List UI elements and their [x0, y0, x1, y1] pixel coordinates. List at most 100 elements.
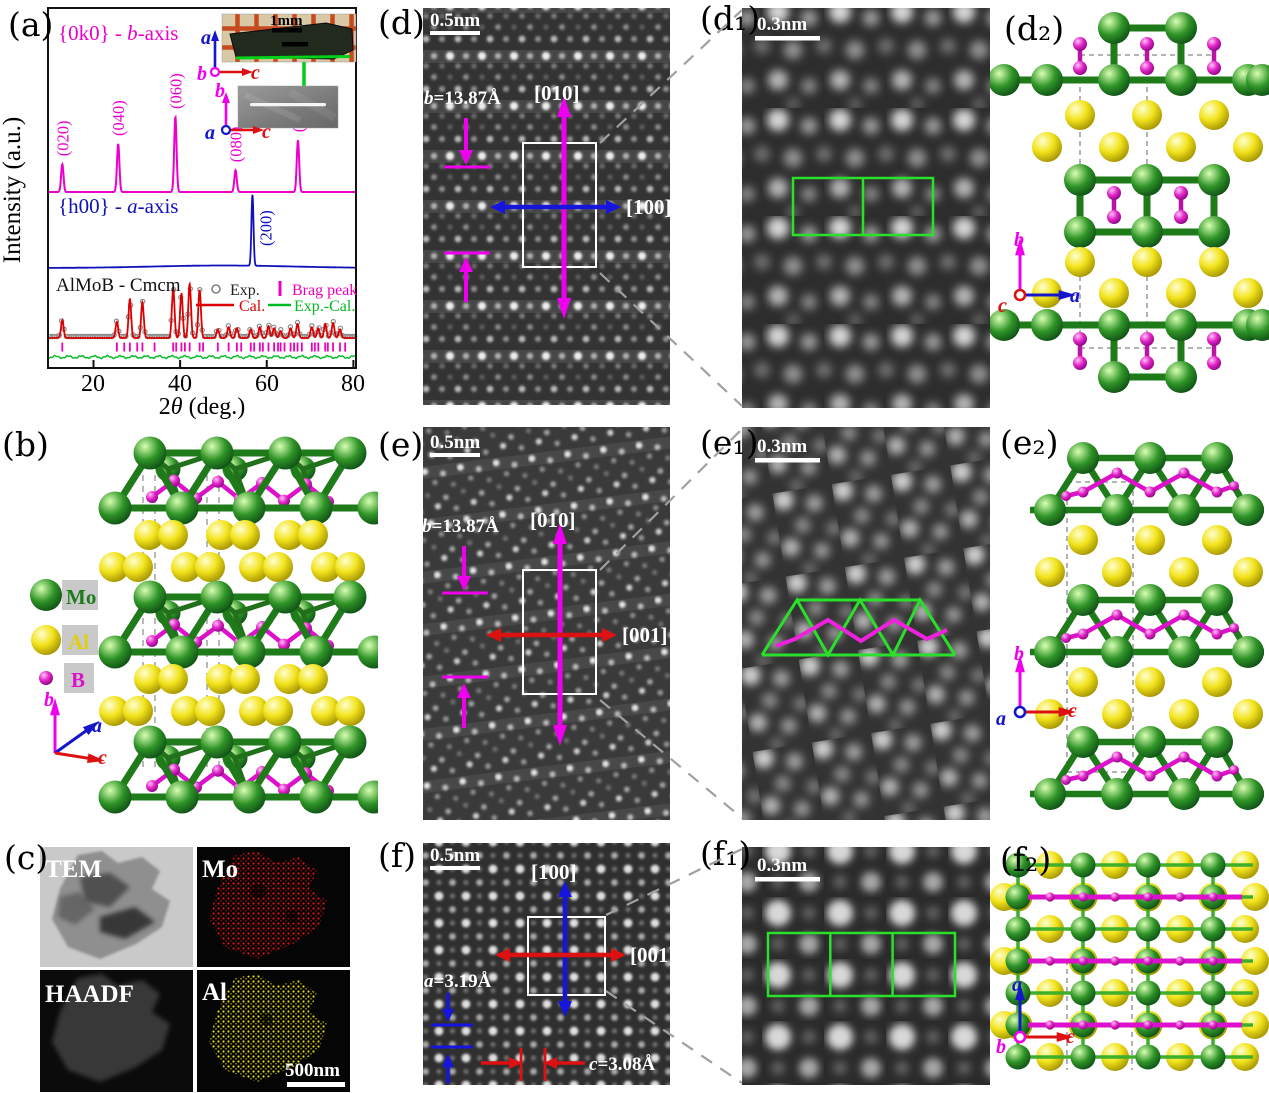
panel-e-stem: 0.5nm [010] [001] b=13.87Å	[378, 420, 700, 835]
panel-d1-label: (d₁)	[700, 0, 760, 38]
panel-e1-label: (e₁)	[700, 423, 759, 462]
axis-b-label: b	[197, 63, 207, 85]
haadf-image: HAADF	[40, 970, 193, 1092]
scalebar-label: 0.3nm	[757, 855, 807, 876]
direction-100-arrow	[490, 200, 621, 214]
curve-h00-label: {h00} - a-axis	[58, 194, 178, 218]
direction-001-arrow	[486, 628, 617, 642]
legend-exp: Exp.	[230, 282, 260, 299]
panel-d1-zoom: 0.3nm (d₁)	[700, 0, 990, 420]
panel-f2-label: (f₂)	[1000, 840, 1051, 879]
direction-010-label: [010]	[534, 81, 580, 105]
structure-along-b: a c b (f₂)	[990, 840, 1269, 1071]
tem-label: TEM	[45, 856, 102, 883]
direction-100-arrow	[558, 881, 572, 1017]
panel-c-label: (c)	[4, 838, 48, 877]
scalebar-line	[755, 36, 820, 41]
panel-a-xrd: (020)(040)(060)(080)(0100)(200) 1mm a b	[0, 0, 378, 420]
legend-diff: Exp.-Cal.	[294, 298, 355, 315]
stem-image-010-100: 0.5nm [010] [100] b=13.87Å	[378, 3, 672, 405]
panel-c-tem-maps: TEM Mo HAADF Al 500nm	[0, 835, 378, 1093]
scalebar-line	[430, 866, 480, 870]
scalebar-label: 0.5nm	[430, 845, 480, 866]
inset-crystal-photo: 1mm	[221, 13, 357, 63]
tem-eds-grid: TEM Mo HAADF Al 500nm	[4, 838, 350, 1092]
stem-zoom-e1: 0.3nm (e₁)	[700, 423, 990, 820]
scalebar-line	[755, 458, 820, 463]
xrd-plot: (020)(040)(060)(080)(0100)(200) 1mm a b	[0, 5, 365, 420]
curve-0k0-label: {0k0} - b-axis	[58, 21, 178, 45]
map-scalebar-label: 500nm	[285, 1060, 340, 1081]
legend-bragg: Brag peak	[292, 282, 357, 299]
panel-f-stem: 0.5nm [100] [001] a=3.19Å	[378, 835, 700, 1093]
peak-label: (040)	[109, 100, 128, 136]
scalebar-line	[430, 453, 480, 457]
peak-label-200: (200)	[257, 210, 276, 246]
stem-micrograph	[742, 427, 990, 820]
legend-b-box	[64, 663, 94, 693]
stem-zoom-f1: 0.3nm (f₁)	[700, 835, 990, 1085]
curve-0k0	[48, 114, 356, 193]
xtick-80: 80	[341, 371, 365, 397]
structure-drawing	[30, 436, 378, 814]
structure-drawing	[1013, 442, 1264, 810]
panel-b-structure: Mo Al B b a c (b)	[0, 420, 378, 835]
direction-001-arrow	[495, 948, 626, 962]
curve-cal	[48, 281, 356, 339]
panel-f1-zoom: 0.3nm (f₁)	[700, 835, 990, 1093]
direction-100-label: [100]	[626, 195, 672, 219]
legend-b-label: B	[71, 668, 85, 692]
panel-e2-structure: b c a (e₂)	[990, 420, 1269, 835]
peak-label: (020)	[53, 121, 72, 157]
unit-cell-overlay	[766, 931, 957, 998]
axis-a-label: a	[1070, 285, 1080, 307]
map-scalebar-line	[287, 1082, 345, 1087]
panel-f-label: (f)	[378, 836, 416, 875]
al-map-image: Al 500nm	[197, 970, 350, 1092]
xtick-60: 60	[255, 371, 279, 397]
panel-d2-label: (d₂)	[1004, 9, 1064, 48]
b-spacing-measure: b=13.87Å	[424, 88, 501, 302]
curve-diff	[48, 354, 357, 360]
peak-label: (060)	[166, 73, 185, 109]
structure-along-c: b a c (d₂)	[990, 9, 1269, 393]
direction-001-label: [001]	[622, 623, 668, 647]
structure-drawing	[990, 851, 1269, 1071]
xtick-40: 40	[168, 371, 192, 397]
curve-h00	[48, 194, 356, 269]
svg-text:a=3.19Å: a=3.19Å	[424, 971, 492, 992]
scalebar-label: 0.3nm	[757, 436, 807, 457]
peak-label: (080)	[227, 127, 246, 163]
scalebar-label: 0.3nm	[757, 14, 807, 35]
haadf-label: HAADF	[45, 981, 134, 1008]
direction-001-label: [001]	[630, 943, 676, 967]
needle-crystal	[250, 103, 326, 107]
a-spacing-measure: a=3.19Å	[424, 971, 492, 1083]
axis-b-label: b	[1014, 643, 1024, 665]
axis-a-label: a	[201, 27, 211, 49]
y-axis-title: Intensity (a.u.)	[0, 117, 26, 263]
panel-d-stem: 0.5nm [010] [100] b=13.87Å	[378, 0, 700, 420]
scalebar-line	[755, 877, 820, 882]
scalebar-label: 0.5nm	[430, 10, 480, 31]
axis-c-label: c	[262, 121, 271, 143]
axis-a-label: a	[996, 708, 1006, 730]
x-axis-title: 2θ (deg.)	[159, 394, 245, 420]
panel-a-label: (a)	[8, 5, 53, 44]
axis-b-label: b	[996, 1036, 1006, 1058]
inset-scalebar-line	[272, 28, 302, 33]
scalebar-line	[430, 31, 480, 35]
inset1-axes: a b c	[197, 27, 260, 85]
legend-mo-box	[62, 580, 98, 610]
axis-a-label: a	[205, 122, 215, 144]
mo-map-label: Mo	[202, 856, 238, 883]
svg-text:b=13.87Å: b=13.87Å	[424, 88, 501, 109]
direction-100-label: [100]	[531, 860, 577, 884]
axis-c-label: c	[1066, 1026, 1075, 1048]
stem-image-010-001: 0.5nm [010] [001] b=13.87Å	[378, 425, 670, 820]
tem-image: TEM	[40, 847, 193, 967]
plot-frame	[47, 7, 357, 369]
panel-e1-zoom: 0.3nm (e₁)	[700, 420, 990, 835]
inset-needle-photo	[237, 85, 339, 129]
